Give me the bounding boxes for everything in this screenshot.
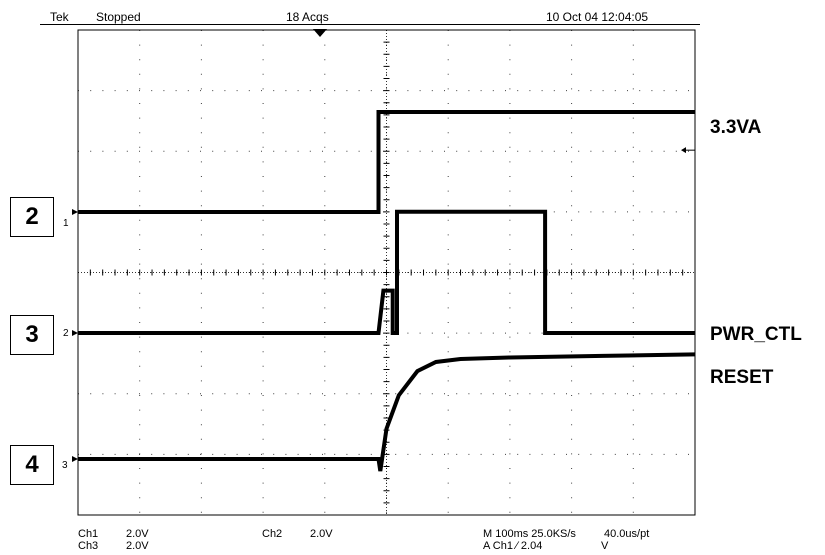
signal-label-pwr-ctl: PWR_CTL: [710, 324, 802, 345]
trace-reset: [78, 352, 696, 472]
readout-ch1: Ch1: [78, 528, 99, 540]
readout-ch1-scale: 2.0V: [126, 528, 149, 540]
channel-label-box-3: 3: [10, 315, 54, 355]
capture-datetime: 10 Oct 04 12:04:05: [546, 10, 649, 24]
trigger-level-arrow: [681, 147, 686, 154]
readout-ch2: Ch2: [262, 528, 283, 540]
readout-trigger: A Ch1 ∕ 2.04: [483, 540, 543, 552]
channel-label-box-2: 2: [10, 197, 54, 237]
signal-label-3v3va: 3.3VA: [710, 117, 762, 138]
ch1-ground-arrow: [72, 209, 78, 215]
trigger-position-marker: [313, 29, 327, 37]
readout-ch3-scale: 2.0V: [126, 540, 149, 552]
readout-sample-interval: 40.0us/pt: [604, 528, 650, 540]
graticule: [77, 29, 696, 516]
ch3-ground-marker: 3: [62, 460, 68, 471]
trace-3v3va: [78, 110, 695, 214]
readout-trigger-unit: V: [601, 540, 609, 552]
ch1-ground-marker: 1: [63, 218, 69, 229]
channel-label-box-4: 4: [10, 445, 54, 485]
channel-markers: [72, 147, 695, 462]
readout-ch2-scale: 2.0V: [310, 528, 333, 540]
header-rule: [40, 24, 700, 25]
ch3-ground-arrow: [72, 456, 78, 462]
acquisition-state: Stopped: [96, 10, 141, 24]
trace-pwr-ctl: [78, 209, 695, 335]
readout-timebase: M 100ms 25.0KS/s: [483, 528, 576, 540]
signal-label-reset: RESET: [710, 367, 774, 388]
acquisition-count: 18 Acqs: [286, 10, 329, 24]
waveform-traces: [78, 110, 696, 472]
scope-brand: Tek: [50, 10, 69, 24]
readout-ch3: Ch3: [78, 540, 99, 552]
ch2-ground-arrow: [72, 330, 78, 336]
ch2-ground-marker: 2: [63, 328, 69, 339]
